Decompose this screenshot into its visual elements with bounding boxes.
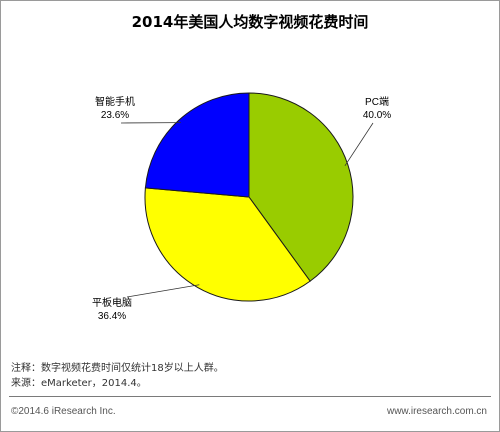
pie-slice-phone <box>144 92 250 198</box>
website-text: www.iresearch.com.cn <box>386 406 487 417</box>
slice-label-tablet: 平板电脑 <box>92 296 132 309</box>
note-text: 注释：数字视频花费时间仅统计18岁以上人群。 <box>11 363 224 374</box>
slice-value-pc: 40.0% <box>363 110 391 121</box>
chart-title: 2014年美国人均数字视频花费时间 <box>131 13 369 31</box>
slice-value-tablet: 36.4% <box>98 311 126 322</box>
footer-divider <box>9 396 491 397</box>
source-text: 来源：eMarketer，2014.4。 <box>11 378 147 389</box>
leader-line-pc <box>344 122 374 167</box>
leader-lines <box>120 122 374 298</box>
pie-slice-tablet <box>144 187 311 302</box>
slice-label-pc: PC端 <box>365 95 389 108</box>
pie-slice-pc <box>248 92 354 282</box>
leader-line-tablet <box>126 284 200 298</box>
copyright-text: ©2014.6 iResearch Inc. <box>11 406 116 417</box>
slice-value-phone: 23.6% <box>101 110 129 121</box>
slice-label-phone: 智能手机 <box>95 95 135 108</box>
pie-chart: PC端 40.0% 平板电脑 36.4% 智能手机 23.6% <box>92 92 391 322</box>
chart-notes: 注释：数字视频花费时间仅统计18岁以上人群。 来源：eMarketer，2014… <box>11 361 224 391</box>
pie-slices <box>144 92 354 302</box>
